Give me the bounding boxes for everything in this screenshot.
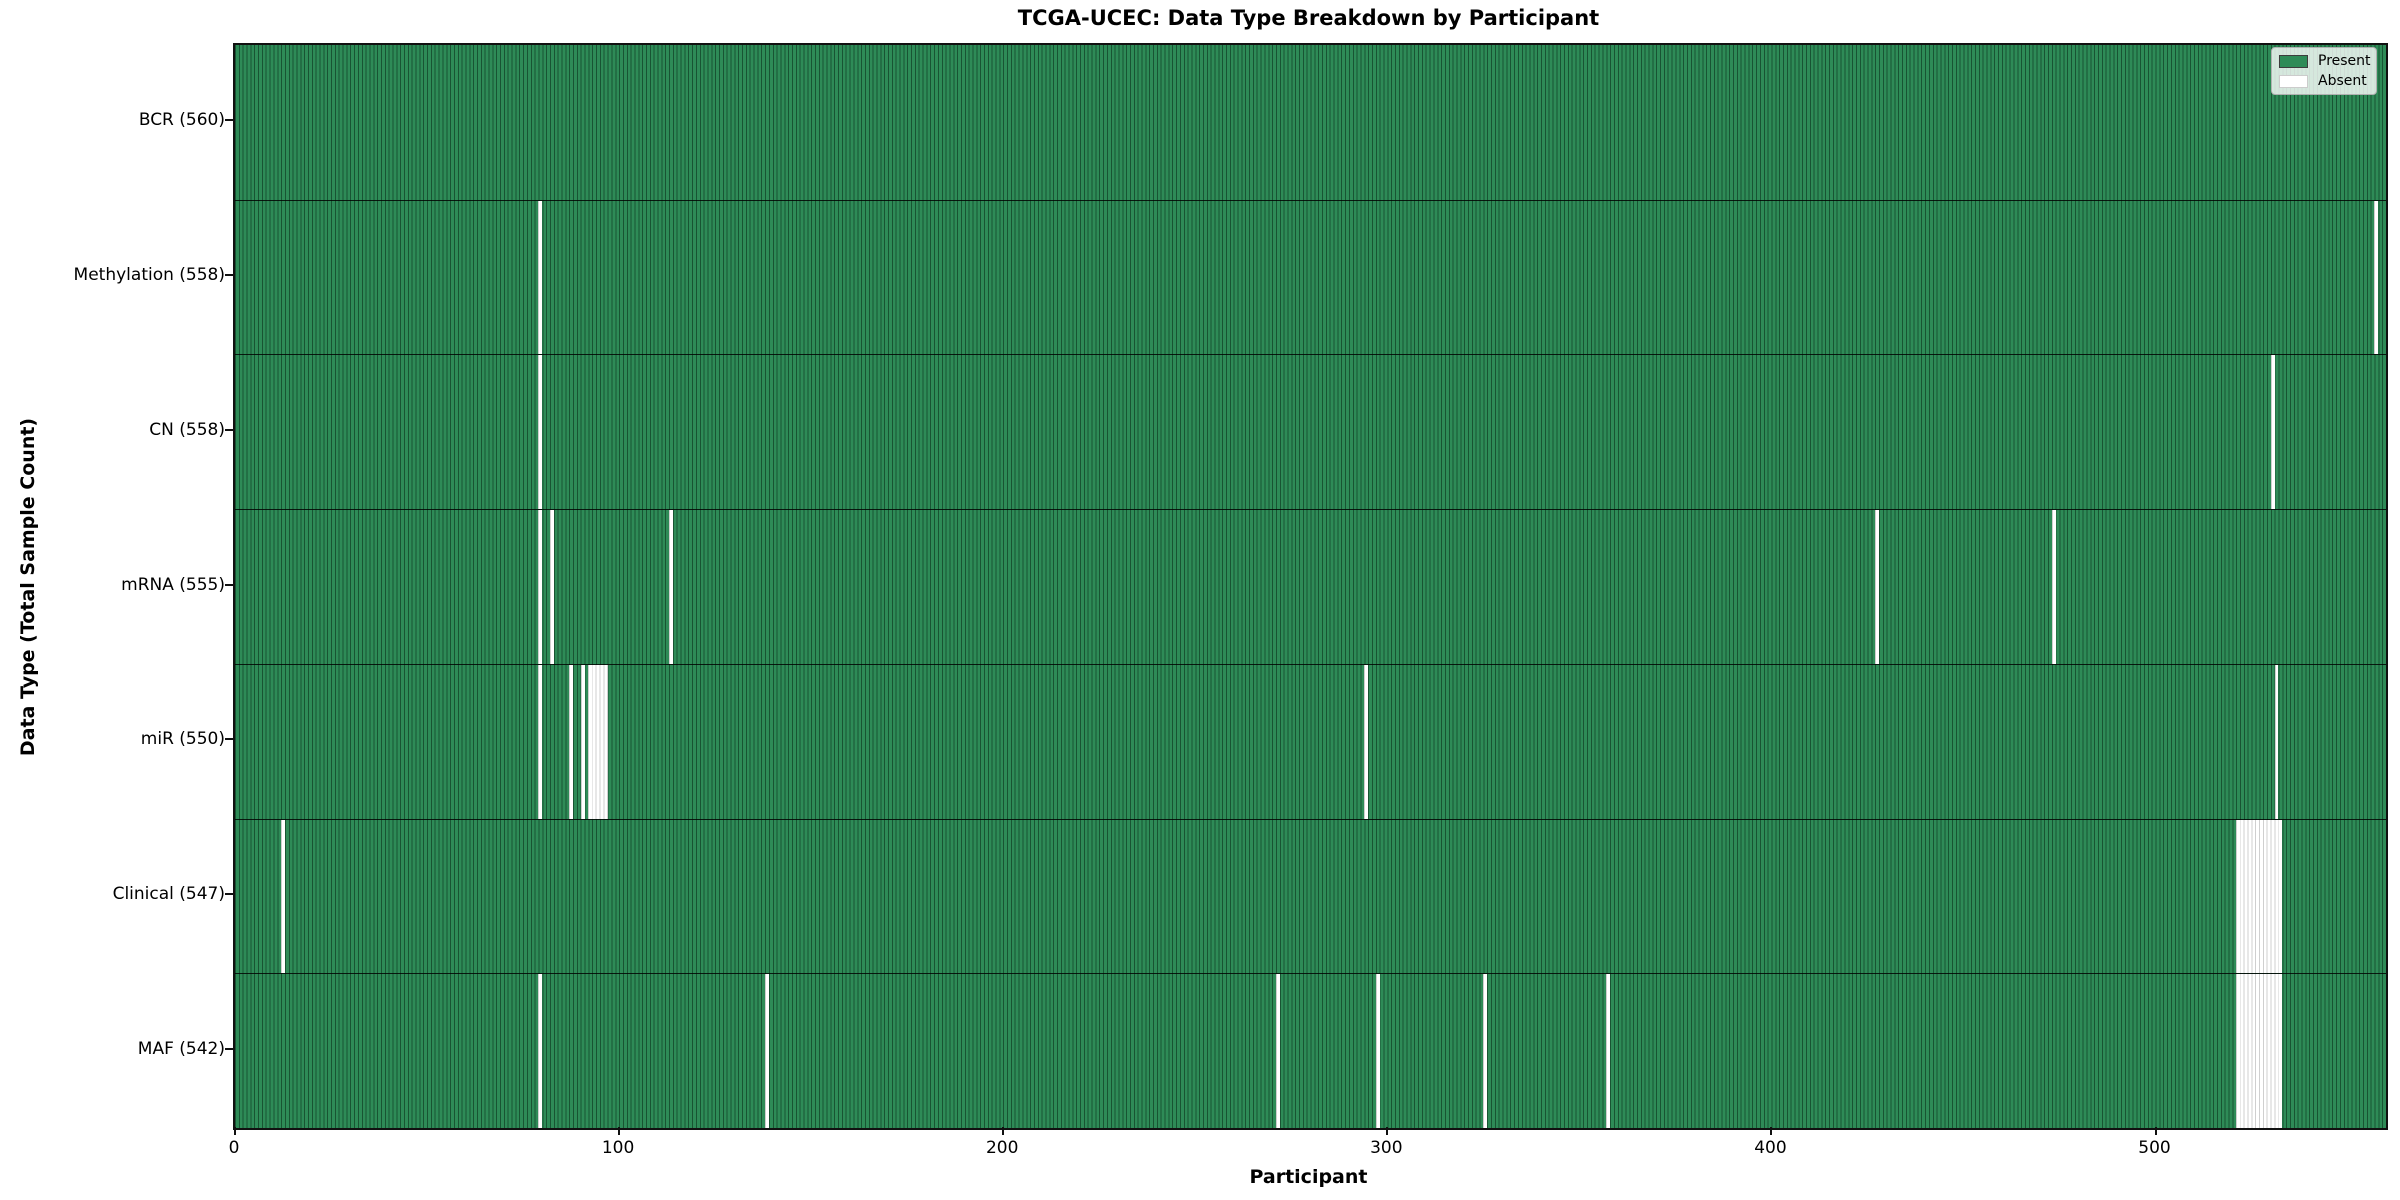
absent-marker — [1606, 974, 1611, 1128]
data-row-cn — [235, 354, 2386, 510]
absent-marker — [2051, 510, 2056, 664]
x-tick-mark — [2154, 1127, 2157, 1135]
absent-marker — [538, 974, 543, 1128]
x-tick-label-400: 400 — [1754, 1138, 1787, 1158]
absent-swatch-icon — [2279, 74, 2308, 88]
data-row-methylation — [235, 199, 2386, 355]
data-row-clinical — [235, 818, 2386, 974]
y-tick-mark — [225, 583, 233, 586]
y-tick-mark — [225, 892, 233, 895]
y-tick-mark — [225, 119, 233, 122]
legend-item-absent: Absent — [2279, 74, 2368, 88]
absent-marker — [538, 200, 543, 355]
present-swatch-icon — [2279, 54, 2308, 68]
y-tick-mark — [225, 1047, 233, 1050]
x-tick-mark — [618, 1127, 621, 1135]
legend-label-present: Present — [2318, 53, 2371, 69]
absent-marker — [2236, 819, 2283, 974]
absent-marker — [569, 664, 573, 819]
x-tick-label-200: 200 — [985, 1138, 1019, 1158]
y-tick-label-mrna: mRNA (555) — [121, 574, 225, 595]
x-tick-mark — [1002, 1127, 1005, 1135]
y-tick-mark — [225, 274, 233, 277]
data-row-mir — [235, 663, 2386, 819]
absent-marker — [538, 664, 543, 819]
absent-marker — [538, 355, 543, 510]
absent-marker — [538, 510, 543, 664]
x-tick-label-0: 0 — [228, 1138, 240, 1158]
absent-marker — [549, 510, 554, 664]
absent-marker — [669, 510, 673, 664]
absent-marker — [588, 664, 608, 819]
absent-marker — [1364, 664, 1369, 819]
chart-title: TCGA-UCEC: Data Type Breakdown by Partic… — [1017, 6, 1600, 30]
x-tick-mark — [1770, 1127, 1773, 1135]
legend-item-present: Present — [2279, 53, 2371, 69]
absent-marker — [2274, 664, 2279, 819]
data-row-bcr — [235, 45, 2386, 200]
data-row-maf — [235, 973, 2386, 1128]
absent-marker — [580, 664, 585, 819]
data-row-mrna — [235, 509, 2386, 664]
absent-marker — [2270, 355, 2275, 510]
absent-marker — [1483, 974, 1488, 1128]
absent-marker — [2374, 200, 2379, 355]
legend-label-absent: Absent — [2318, 73, 2367, 89]
plot-area — [233, 43, 2388, 1130]
y-tick-label-clinical: Clinical (547) — [112, 883, 225, 904]
absent-marker — [1875, 510, 1879, 664]
y-tick-label-methylation: Methylation (558) — [73, 265, 225, 286]
y-tick-label-mir: miR (550) — [140, 729, 225, 750]
absent-marker — [1275, 974, 1280, 1128]
x-axis-label: Participant — [1249, 1166, 1368, 1188]
legend: Present Absent — [2271, 47, 2377, 95]
x-tick-label-300: 300 — [1370, 1138, 1403, 1158]
x-tick-mark — [1386, 1127, 1389, 1135]
x-tick-mark — [234, 1127, 236, 1135]
y-tick-mark — [225, 428, 233, 431]
y-tick-label-cn: CN (558) — [149, 419, 225, 440]
absent-marker — [1375, 974, 1380, 1128]
y-tick-label-bcr: BCR (560) — [138, 110, 225, 131]
absent-marker — [281, 819, 285, 974]
y-tick-label-maf: MAF (542) — [137, 1038, 225, 1059]
x-tick-label-100: 100 — [601, 1138, 635, 1158]
x-tick-label-500: 500 — [2138, 1138, 2171, 1158]
absent-marker — [765, 974, 769, 1128]
absent-marker — [2236, 974, 2283, 1128]
y-tick-mark — [225, 738, 233, 741]
